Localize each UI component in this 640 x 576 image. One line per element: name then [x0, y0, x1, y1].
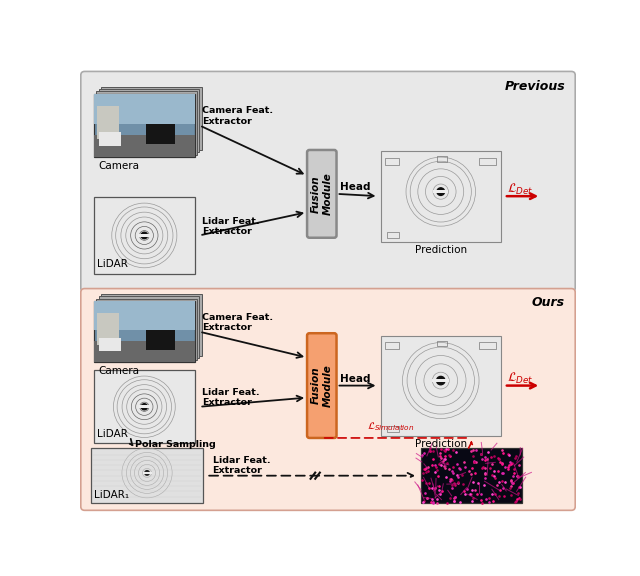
Bar [91, 448, 204, 503]
Bar [436, 341, 447, 346]
Bar [385, 158, 399, 165]
Circle shape [436, 376, 445, 385]
Bar [94, 370, 195, 444]
Text: $\mathcal{L}_{Det}$: $\mathcal{L}_{Det}$ [507, 181, 534, 197]
Text: Camera: Camera [99, 161, 140, 170]
Bar [381, 151, 501, 241]
Bar [94, 197, 195, 274]
Bar [94, 341, 195, 362]
Text: Fusion
Module: Fusion Module [311, 364, 333, 407]
Circle shape [141, 232, 148, 238]
Bar [433, 378, 449, 382]
Text: LiDAR: LiDAR [97, 259, 128, 270]
Bar [94, 135, 195, 157]
Bar [147, 331, 175, 350]
Bar [433, 190, 449, 194]
Text: Previous: Previous [504, 80, 565, 93]
FancyBboxPatch shape [307, 334, 337, 438]
Text: $\mathcal{L}_{Det}$: $\mathcal{L}_{Det}$ [507, 371, 534, 386]
Bar [94, 94, 195, 124]
Text: Ours: Ours [532, 295, 565, 309]
Text: Prediction: Prediction [415, 245, 467, 255]
Text: Head: Head [340, 374, 370, 384]
Bar [101, 87, 202, 150]
Text: LiDAR: LiDAR [97, 429, 128, 439]
Bar [96, 92, 197, 154]
Bar [385, 343, 399, 350]
Bar [139, 406, 150, 408]
Text: Polar Sampling: Polar Sampling [135, 439, 216, 449]
Bar [387, 232, 399, 238]
Bar [421, 448, 522, 503]
Bar [99, 296, 199, 358]
FancyBboxPatch shape [307, 150, 337, 238]
Bar [436, 156, 447, 161]
Bar [96, 298, 197, 360]
FancyBboxPatch shape [81, 71, 575, 291]
Bar [101, 294, 202, 355]
Bar [94, 94, 195, 157]
Text: Lidar Feat.
Extractor: Lidar Feat. Extractor [202, 388, 260, 407]
Bar [387, 426, 399, 432]
Text: Camera Feat.
Extractor: Camera Feat. Extractor [202, 107, 273, 126]
Text: Camera: Camera [99, 366, 140, 376]
Bar [138, 234, 150, 237]
FancyBboxPatch shape [81, 289, 575, 510]
Bar [94, 301, 195, 362]
Circle shape [145, 471, 149, 475]
Circle shape [437, 188, 445, 195]
Bar [99, 338, 121, 351]
Text: Lidar Feat.
Extractor: Lidar Feat. Extractor [202, 217, 260, 236]
Bar [94, 301, 195, 331]
Bar [97, 107, 119, 139]
Bar [479, 158, 496, 165]
Bar [143, 472, 152, 474]
Bar [97, 313, 119, 345]
Text: $\mathcal{L}_{Simulation}$: $\mathcal{L}_{Simulation}$ [367, 420, 414, 433]
Bar [147, 124, 175, 144]
Text: Camera Feat.
Extractor: Camera Feat. Extractor [202, 313, 273, 332]
Text: Fusion
Module: Fusion Module [311, 172, 333, 215]
Text: Head: Head [340, 182, 370, 192]
Bar [381, 336, 501, 435]
Bar [99, 89, 199, 152]
Text: LiDAR₁: LiDAR₁ [94, 490, 129, 499]
Bar [479, 343, 496, 350]
Circle shape [141, 404, 147, 410]
Text: Lidar Feat.
Extractor: Lidar Feat. Extractor [212, 456, 270, 475]
Text: Prediction: Prediction [415, 439, 467, 449]
Bar [99, 132, 121, 146]
